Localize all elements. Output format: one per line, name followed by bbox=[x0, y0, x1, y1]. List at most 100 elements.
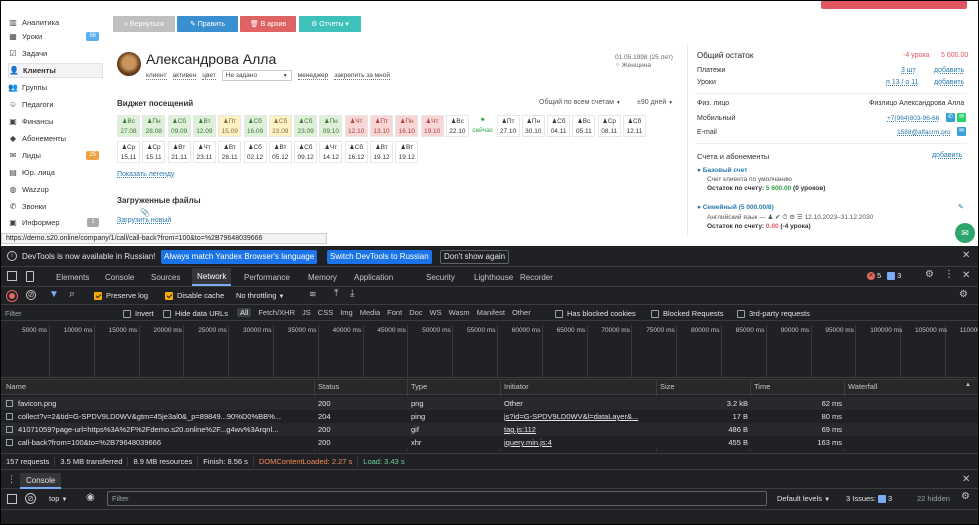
visit-day[interactable]: ♟Пт 15.09 bbox=[218, 115, 242, 137]
console-filter-input[interactable]: Filter bbox=[107, 491, 767, 506]
lessons-add-link[interactable]: добавить bbox=[934, 79, 965, 86]
sidebar-item-8[interactable]: ◆ Абонементы bbox=[8, 131, 103, 146]
pencil-icon[interactable]: ✎ bbox=[958, 204, 964, 211]
upload-new-link[interactable]: Загрузить новый bbox=[117, 217, 172, 224]
import-har-icon[interactable]: ⤒ bbox=[334, 288, 339, 299]
device-toolbar-icon[interactable] bbox=[26, 271, 34, 282]
visit-day[interactable]: ♟Сб 12.11 bbox=[623, 115, 646, 137]
visit-day[interactable]: ♟Вс 05.11 bbox=[572, 115, 596, 137]
column-header-type[interactable]: Type bbox=[411, 382, 428, 391]
clear-icon[interactable]: ⊘ bbox=[26, 290, 36, 300]
visit-day[interactable]: ♟Ср 15.11 bbox=[142, 141, 166, 163]
lessons-count-link[interactable]: п 13 / о 11 bbox=[886, 79, 919, 86]
table-row[interactable] bbox=[1, 410, 978, 423]
network-conditions-icon[interactable]: ≋ bbox=[309, 289, 317, 299]
network-settings-icon[interactable]: ⚙ bbox=[959, 289, 968, 300]
throttling-select[interactable]: No throttling ▼ bbox=[236, 291, 284, 300]
error-count-badge[interactable]: ✕ 5 3 bbox=[867, 271, 901, 280]
invert-checkbox[interactable]: Invert bbox=[123, 309, 154, 319]
type-filter-all[interactable]: All bbox=[237, 308, 252, 317]
sidebar-item-5[interactable]: 👥 Группы bbox=[8, 80, 103, 95]
disable-cache-checkbox[interactable]: Disable cache bbox=[165, 291, 224, 301]
column-header-size[interactable]: Size bbox=[660, 382, 675, 391]
column-header-status[interactable]: Status bbox=[318, 382, 340, 391]
visit-day[interactable]: ♟Вт 19.12 bbox=[395, 141, 419, 163]
visit-day[interactable]: ♟Вт 05.12 bbox=[268, 141, 292, 163]
blocked-cookies-checkbox[interactable]: Has blocked cookies bbox=[555, 309, 636, 319]
console-prompt-area[interactable] bbox=[1, 509, 978, 524]
close-devtools-icon[interactable]: ✕ bbox=[962, 270, 971, 281]
settings-gear-icon[interactable]: ⚙ bbox=[925, 269, 934, 280]
type-filter-media[interactable]: Media bbox=[359, 308, 381, 317]
column-header-waterfall[interactable]: Waterfall bbox=[848, 382, 878, 391]
visit-day[interactable]: ♟Вт 19.12 bbox=[370, 141, 393, 163]
chat-widget-icon[interactable]: ✉ bbox=[955, 223, 975, 243]
manager-link[interactable]: менеджер bbox=[297, 71, 329, 80]
edit-button[interactable]: ✎ Править bbox=[177, 16, 238, 32]
visit-day[interactable]: ♟Ср 08.11 bbox=[597, 115, 621, 137]
dont-show-again-button[interactable]: Don't show again bbox=[440, 250, 510, 264]
visit-day[interactable]: ♟Сб 16.12 bbox=[344, 141, 368, 163]
type-filter-doc[interactable]: Doc bbox=[409, 308, 423, 317]
row-checkbox[interactable] bbox=[6, 439, 13, 446]
sidebar-item-12[interactable]: ✆ Звонки bbox=[8, 199, 103, 214]
table-row[interactable] bbox=[1, 397, 978, 410]
type-filter-fetchxhr[interactable]: Fetch/XHR bbox=[258, 308, 296, 317]
search-icon[interactable]: ⌕ bbox=[69, 288, 76, 300]
export-har-icon[interactable]: ⤓ bbox=[350, 288, 355, 299]
visit-day[interactable]: ♟Пт 27.10 bbox=[496, 115, 520, 137]
sidebar-item-4[interactable]: 👤 Клиенты bbox=[8, 63, 103, 78]
column-header-time[interactable]: Time bbox=[754, 382, 771, 391]
phone-call-icon[interactable]: ✆ bbox=[946, 113, 955, 122]
sidebar-item-6[interactable]: ☺ Педагоги bbox=[8, 97, 103, 112]
sidebar-item-1[interactable]: ▥ Аналитика bbox=[8, 15, 103, 30]
visit-day[interactable]: ♟Сб 04.11 bbox=[547, 115, 571, 137]
visit-day[interactable]: ♟Пн 28.08 bbox=[142, 115, 166, 137]
clear-console-icon[interactable]: ⊘ bbox=[25, 493, 36, 504]
type-filter-img[interactable]: Img bbox=[340, 308, 353, 317]
payments-count-link[interactable]: 3 шт bbox=[901, 67, 916, 74]
visit-day[interactable]: ♟Сб 02.12 bbox=[243, 141, 267, 163]
visit-day[interactable]: ♟Пн 30.10 bbox=[521, 115, 545, 137]
payments-add-link[interactable]: добавить bbox=[934, 67, 965, 74]
type-filter-wasm[interactable]: Wasm bbox=[448, 308, 470, 317]
visit-day[interactable]: ♟Сб 23.09 bbox=[294, 115, 318, 137]
switch-to-russian-button[interactable]: Switch DevTools to Russian bbox=[327, 250, 432, 264]
visit-day[interactable]: ♟Чт 12.10 bbox=[344, 115, 368, 137]
visit-day[interactable]: ♟Ср 15.11 bbox=[117, 141, 140, 163]
sidebar-toggle-icon[interactable] bbox=[7, 494, 17, 504]
cell-initiator[interactable]: tag.js:112 bbox=[504, 425, 536, 434]
mobile-value[interactable]: +7(964)803-96-66 bbox=[887, 115, 940, 122]
issues-button[interactable]: 3 Issues: 3 bbox=[846, 494, 892, 503]
visit-day[interactable]: ♟Чт 19.10 bbox=[420, 115, 444, 137]
visit-day[interactable]: ♟Вт 12.09 bbox=[192, 115, 216, 137]
visits-filter[interactable]: Общий по всем счетам ▼ bbox=[539, 99, 621, 106]
visit-day[interactable]: ♟Сб 09.09 bbox=[167, 115, 191, 137]
tab-elements[interactable]: Elements bbox=[56, 272, 90, 282]
table-row[interactable] bbox=[1, 436, 978, 449]
attach-to-me-link[interactable]: закрепить за мной bbox=[334, 71, 390, 80]
blocked-requests-checkbox[interactable]: Blocked Requests bbox=[651, 309, 723, 319]
close-icon[interactable]: ✕ bbox=[962, 250, 971, 261]
color-select[interactable]: Не задано ▼ bbox=[221, 70, 292, 81]
archive-button[interactable]: 🗑 В архив bbox=[240, 16, 296, 32]
context-select[interactable]: top ▼ bbox=[49, 494, 67, 503]
show-legend-link[interactable]: Показать легенду bbox=[117, 171, 175, 178]
tab-memory[interactable]: Memory bbox=[308, 272, 337, 282]
visit-day[interactable]: ♟Вс 22.10 bbox=[445, 115, 469, 137]
drawer-menu-icon[interactable]: ⋮ bbox=[7, 474, 16, 484]
type-filter-other[interactable]: Other bbox=[511, 308, 531, 317]
cell-initiator[interactable]: js?id=G-SPDV9LD0WV&l=dataLayer&... bbox=[504, 412, 639, 421]
visit-day[interactable]: ♟Вт 21.11 bbox=[167, 141, 191, 163]
tab-application[interactable]: Application bbox=[354, 272, 394, 282]
tab-lighthouse[interactable]: Lighthouse bbox=[474, 272, 514, 282]
email-send-icon[interactable]: ✉ bbox=[957, 127, 966, 136]
eye-icon[interactable]: ◉ bbox=[86, 492, 95, 503]
email-value[interactable]: 1588@alfacrm.pro bbox=[897, 129, 951, 136]
type-filter-js[interactable]: JS bbox=[302, 308, 311, 317]
third-party-checkbox[interactable]: 3rd-party requests bbox=[737, 309, 810, 319]
visit-day[interactable]: ♟Вс 27.08 bbox=[117, 115, 140, 137]
visit-day[interactable]: ♟Пн 16.10 bbox=[395, 115, 419, 137]
column-header-initiator[interactable]: Initiator bbox=[504, 382, 529, 391]
client-type-link[interactable]: клиент bbox=[146, 71, 167, 80]
